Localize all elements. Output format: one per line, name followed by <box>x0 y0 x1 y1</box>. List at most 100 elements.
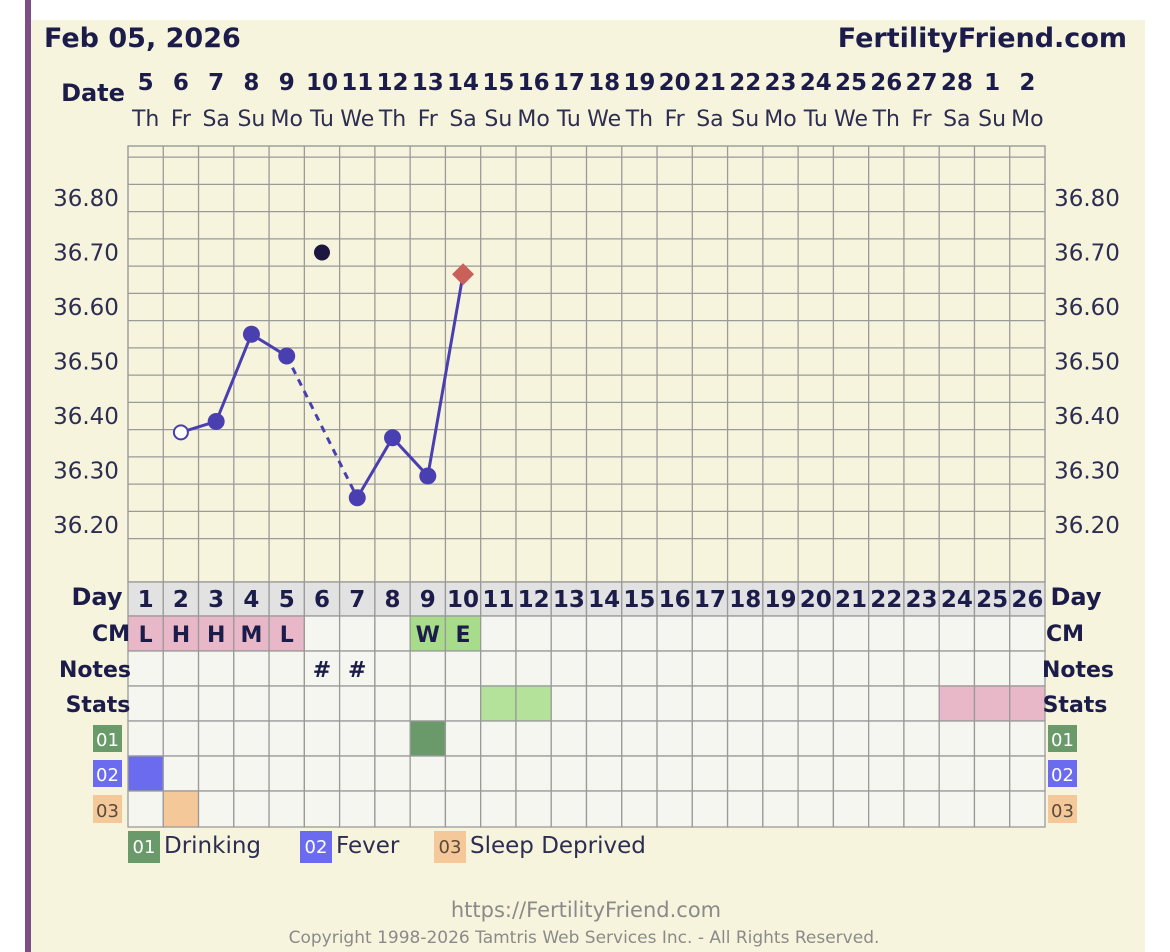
temperature-points <box>172 244 475 507</box>
cm-cell <box>550 615 588 652</box>
weekday-label: Sa <box>202 107 229 132</box>
custom-03-cell <box>903 790 940 828</box>
stats-cell <box>338 685 376 722</box>
custom-02-cell <box>656 755 693 792</box>
custom-02-cell <box>621 755 658 792</box>
custom-03-cell <box>762 790 799 828</box>
custom-02-cell <box>409 755 447 792</box>
custom-row-code: 02 <box>1051 765 1074 786</box>
weekday-label: Th <box>378 107 406 132</box>
weekday-label: We <box>834 107 868 132</box>
cm-cell <box>338 615 376 652</box>
notes-cell <box>726 650 764 687</box>
cycle-day-number: 16 <box>659 587 691 613</box>
custom-02-cell <box>233 755 270 792</box>
cm-cell <box>762 615 799 652</box>
footer-url[interactable]: https://FertilityFriend.com <box>451 898 721 922</box>
legend-swatch <box>128 831 160 863</box>
date-number: 15 <box>482 70 514 96</box>
notes-cell <box>338 650 376 687</box>
cm-cell <box>374 615 411 652</box>
notes-row-label-right: Notes <box>1042 658 1114 683</box>
cm-cell <box>444 615 482 652</box>
stats-cell <box>515 685 552 722</box>
cycle-day-number: 3 <box>208 587 224 613</box>
y-tick-right: 36.40 <box>1054 404 1120 430</box>
cycle-day-number: 25 <box>976 587 1008 613</box>
note-marker: # <box>313 658 331 683</box>
custom-row-badge-left <box>93 795 122 823</box>
site-name: FertilityFriend.com <box>838 23 1127 54</box>
custom-01-cell <box>762 720 799 757</box>
notes-cell <box>550 650 588 687</box>
custom-row-code: 01 <box>96 730 119 751</box>
cm-letter: M <box>240 623 262 648</box>
cm-letter: L <box>139 623 153 648</box>
custom-row-code: 02 <box>96 765 119 786</box>
custom-01-cell <box>233 720 270 757</box>
cycle-day-number: 4 <box>243 587 259 613</box>
custom-01-cell <box>303 720 341 757</box>
temperature-point-outlier <box>313 244 330 261</box>
date-number: 12 <box>377 70 409 96</box>
custom-02-cell <box>973 755 1011 792</box>
custom-03-cell <box>938 790 976 828</box>
stats-row-label-right: Stats <box>1043 693 1108 718</box>
custom-03-cell <box>797 790 835 828</box>
weekday-label: Su <box>731 107 759 132</box>
legend-label: Sleep Deprived <box>470 833 646 859</box>
notes-cell <box>691 650 729 687</box>
temperature-grid <box>127 145 1046 583</box>
cm-cell <box>480 615 517 652</box>
y-tick-left: 36.70 <box>53 241 119 267</box>
custom-03-cell <box>338 790 376 828</box>
date-number: 28 <box>941 70 973 96</box>
date-number: 25 <box>835 70 867 96</box>
day-cell <box>268 581 305 617</box>
cm-cell <box>868 615 905 652</box>
cycle-day-number: 9 <box>420 587 436 613</box>
custom-01-cell <box>1009 720 1046 757</box>
footer-copyright: Copyright 1998-2026 Tamtris Web Services… <box>289 928 880 948</box>
temperature-point <box>384 429 402 447</box>
date-number: 13 <box>412 70 444 96</box>
custom-02-cell <box>938 755 976 792</box>
notes-cell <box>621 650 658 687</box>
legend-swatch <box>434 831 466 863</box>
temperature-point-today <box>452 263 475 286</box>
day-row-label-left: Day <box>71 583 122 611</box>
notes-cell <box>162 650 200 687</box>
temperature-lines <box>180 274 465 499</box>
cycle-table: 1 2 3 4 5 6 7 8 9 10 11 12 13 14 15 16 17 18 19 20 21 22 23 24 2… <box>93 581 1077 828</box>
custom-03-cell <box>233 790 270 828</box>
cycle-day-number: 17 <box>694 587 726 613</box>
custom-01-cell <box>515 720 552 757</box>
weekday-label: We <box>340 107 374 132</box>
notes-cell <box>233 650 270 687</box>
day-cell <box>868 581 905 617</box>
y-tick-right: 36.80 <box>1054 186 1120 212</box>
cycle-day-number: 7 <box>349 587 365 613</box>
cycle-day-number: 1 <box>138 587 154 613</box>
cycle-day-number: 5 <box>279 587 295 613</box>
cm-cell <box>621 615 658 652</box>
y-tick-right: 36.70 <box>1054 241 1120 267</box>
cycle-day-number: 19 <box>764 587 796 613</box>
custom-02-cell <box>338 755 376 792</box>
day-cell <box>444 581 482 617</box>
notes-cell <box>515 650 552 687</box>
custom-02-cell <box>797 755 835 792</box>
notes-cell <box>197 650 235 687</box>
custom-01-cell <box>868 720 905 757</box>
cycle-day-number: 11 <box>482 587 514 613</box>
day-row-label-right: Day <box>1050 583 1101 611</box>
custom-03-cell <box>480 790 517 828</box>
cycle-day-number: 12 <box>518 587 550 613</box>
stats-cell <box>585 685 623 722</box>
custom-row-code: 03 <box>96 801 119 822</box>
notes-cell <box>656 650 693 687</box>
custom-01-cell <box>197 720 235 757</box>
date-number: 17 <box>553 70 585 96</box>
cycle-day-number: 18 <box>729 587 761 613</box>
y-tick-left: 36.20 <box>53 513 119 539</box>
